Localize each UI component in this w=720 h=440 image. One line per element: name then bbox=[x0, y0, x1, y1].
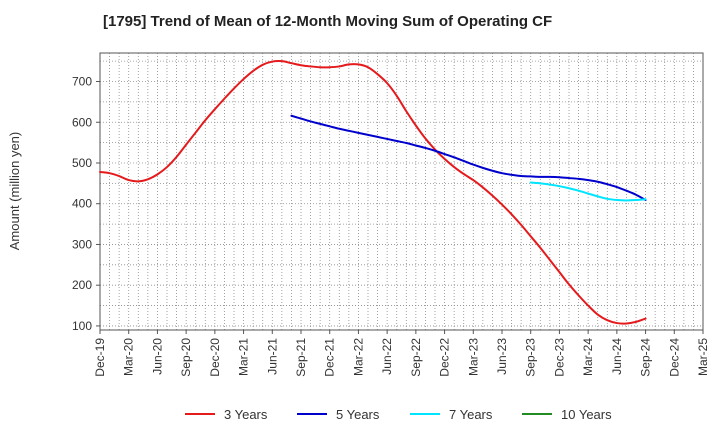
x-tick-label: Mar-22 bbox=[351, 338, 365, 376]
axes-layer: 100 200 300 400 500 600 700 Dec-19 Mar-20 Jun-20 S… bbox=[72, 52, 710, 377]
series-line-7-years bbox=[529, 181, 647, 202]
series-line-3-years bbox=[99, 59, 647, 325]
y-tick-label: 200 bbox=[72, 278, 92, 292]
x-tick-label: Dec-19 bbox=[93, 338, 107, 377]
x-tick-label: Mar-20 bbox=[122, 338, 136, 376]
x-tick-label: Sep-23 bbox=[524, 338, 538, 377]
x-tick-label: Jun-21 bbox=[265, 338, 279, 375]
x-tick-label: Mar-23 bbox=[466, 338, 480, 376]
x-tick-label: Dec-24 bbox=[667, 338, 681, 377]
x-tick-label: Mar-24 bbox=[581, 338, 595, 376]
legend-label-10-years: 10 Years bbox=[561, 407, 612, 422]
x-tick-label: Dec-21 bbox=[323, 338, 337, 377]
y-axis-title: Amount (million yen) bbox=[7, 132, 22, 251]
y-tick-label: 300 bbox=[72, 237, 92, 251]
legend: 3 Years 5 Years 7 Years 10 Years bbox=[185, 407, 612, 422]
x-tick-label: Jun-23 bbox=[495, 338, 509, 375]
x-tick-label: Jun-22 bbox=[380, 338, 394, 375]
series-line-5-years bbox=[290, 114, 647, 202]
y-tick-label: 500 bbox=[72, 156, 92, 170]
x-tick-label: Jun-24 bbox=[610, 338, 624, 375]
x-tick-label: Sep-20 bbox=[179, 338, 193, 377]
x-tick-label: Mar-25 bbox=[696, 338, 710, 376]
grid-layer bbox=[99, 53, 704, 330]
x-tick-label: Mar-21 bbox=[237, 338, 251, 376]
x-tick-label: Dec-20 bbox=[208, 338, 222, 377]
series-layer bbox=[99, 59, 647, 325]
x-tick-label: Dec-22 bbox=[438, 338, 452, 377]
x-tick-label: Sep-22 bbox=[409, 338, 423, 377]
chart-title: [1795] Trend of Mean of 12-Month Moving … bbox=[103, 13, 553, 30]
y-tick-label: 600 bbox=[72, 115, 92, 129]
y-tick-label: 700 bbox=[72, 75, 92, 89]
legend-label-7-years: 7 Years bbox=[449, 407, 493, 422]
plot-border bbox=[99, 52, 704, 331]
legend-label-3-years: 3 Years bbox=[224, 407, 268, 422]
x-tick-label: Jun-20 bbox=[150, 338, 164, 375]
legend-label-5-years: 5 Years bbox=[336, 407, 380, 422]
y-tick-label: 100 bbox=[72, 319, 92, 333]
y-tick-label: 400 bbox=[72, 197, 92, 211]
x-tick-label: Dec-23 bbox=[552, 338, 566, 377]
x-tick-label: Sep-24 bbox=[639, 338, 653, 377]
x-tick-label: Sep-21 bbox=[294, 338, 308, 377]
